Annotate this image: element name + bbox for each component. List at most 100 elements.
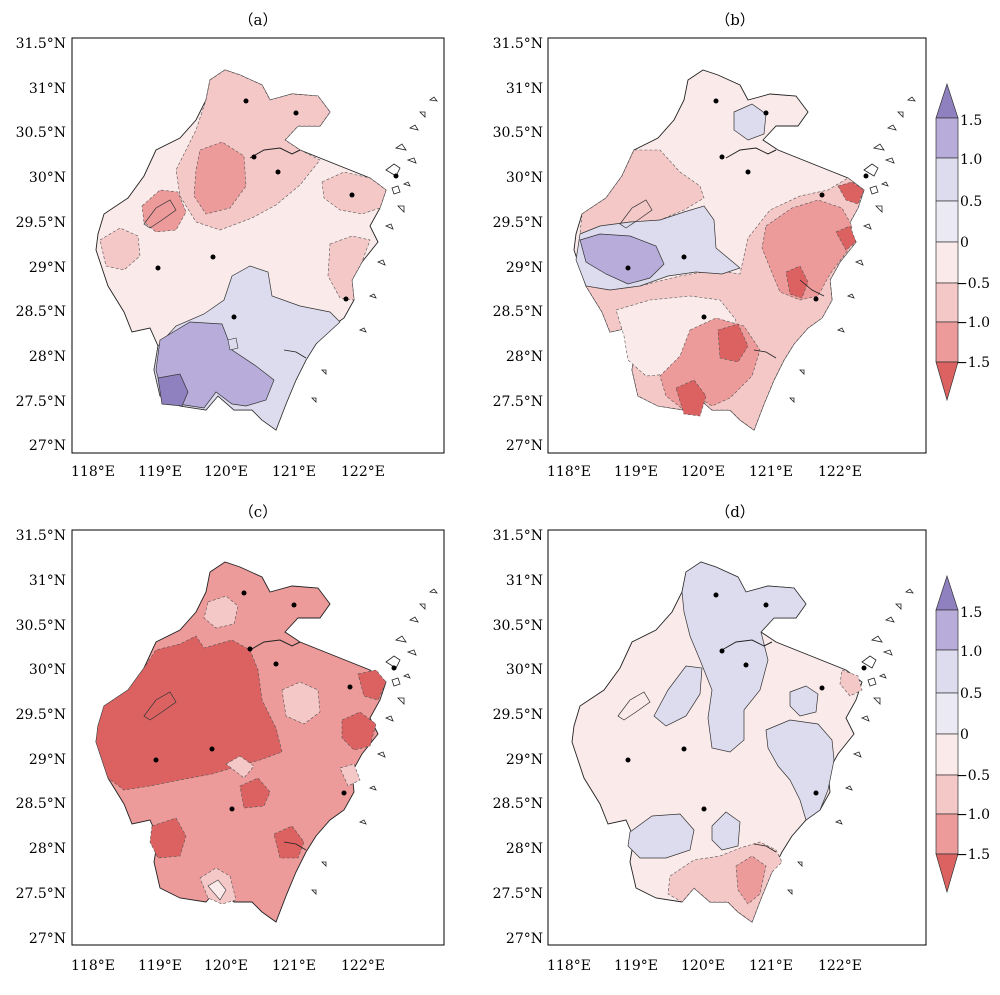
- lon-tick-label: 120°E: [681, 464, 725, 480]
- city-dot: [861, 665, 867, 671]
- region-b-dark-coast-2: [835, 225, 857, 251]
- lon-tick-label: 118°E: [547, 958, 591, 974]
- lon-tick-label: 118°E: [71, 464, 115, 480]
- region-c-pink-hole-center: [225, 755, 255, 779]
- city-dot: [719, 154, 725, 160]
- lon-tick-label: 118°E: [71, 958, 115, 974]
- colorbar-label: −0.5: [956, 276, 990, 292]
- islands: [789, 96, 916, 403]
- city-dot: [231, 314, 237, 320]
- panel-a-title: （a）: [239, 11, 278, 29]
- city-dot: [393, 173, 399, 179]
- lat-tick-label: 28.5°N: [493, 796, 543, 812]
- panel-c: （c）: [16, 503, 445, 974]
- city-dot: [813, 296, 819, 302]
- city-dot: [293, 110, 299, 116]
- lon-tick-label: 120°E: [681, 958, 725, 974]
- lat-tick-label: 31.5°N: [16, 528, 66, 544]
- region-c-light-ne: [281, 681, 321, 725]
- city-dot: [713, 98, 719, 104]
- colorbar-segment: [935, 733, 959, 776]
- city-dot: [701, 314, 707, 320]
- colorbar-label: 0: [960, 727, 969, 743]
- city-dot: [229, 806, 235, 812]
- panel-d-map: [571, 561, 914, 923]
- lon-tick-label: 122°E: [341, 958, 385, 974]
- colorbar-segment: [935, 609, 959, 651]
- city-dot: [713, 592, 719, 598]
- city-dot: [341, 790, 347, 796]
- lake: [143, 199, 177, 229]
- colorbar-label: 1.5: [960, 113, 982, 129]
- river-ou: [283, 349, 307, 359]
- lon-tick-label: 121°E: [749, 958, 793, 974]
- city-dot: [343, 296, 349, 302]
- river-ou: [283, 841, 307, 851]
- colorbar-top: 1.5 1.0 0.5 0 −0.5 −1.0 −1.5: [935, 82, 990, 402]
- city-dot: [763, 110, 769, 116]
- city-dot: [681, 254, 687, 260]
- city-dot: [681, 746, 687, 752]
- panel-d: （d）: [493, 503, 927, 974]
- lat-tick-label: 29°N: [506, 260, 543, 276]
- lat-tick-label: 30.5°N: [16, 125, 66, 141]
- lat-tick-label: 30°N: [29, 170, 66, 186]
- city-dot: [625, 265, 631, 271]
- region-c-dark-center: [239, 777, 271, 809]
- lon-tick-label: 119°E: [138, 464, 182, 480]
- colorbar-segment: [935, 649, 959, 694]
- city-dots: [625, 98, 869, 320]
- lat-tick-label: 30°N: [506, 662, 543, 678]
- lat-tick-label: 27.5°N: [493, 886, 543, 902]
- lat-tick-label: 30°N: [506, 170, 543, 186]
- lat-tick-label: 30°N: [29, 662, 66, 678]
- lat-tick-label: 28.5°N: [16, 796, 66, 812]
- lake: [619, 199, 653, 229]
- colorbar-bottom-arrow-low: [935, 853, 959, 894]
- region-a-blue-hole: [227, 337, 239, 351]
- region-a-pink-se: [327, 235, 371, 301]
- city-dot: [153, 757, 159, 763]
- city-dot: [210, 254, 216, 260]
- colorbar-label: −1.0: [956, 315, 990, 331]
- colorbar-segment: [935, 321, 959, 363]
- lat-tick-label: 27°N: [506, 931, 543, 947]
- islands: [787, 588, 914, 895]
- panel-a-lon-axis: 118°E 119°E 120°E 121°E 122°E: [71, 464, 385, 480]
- lon-tick-label: 121°E: [272, 958, 316, 974]
- colorbar-segment: [935, 200, 959, 243]
- lat-tick-label: 29.5°N: [16, 707, 66, 723]
- city-dots: [153, 590, 397, 812]
- region-d-blue-sw: [627, 813, 695, 859]
- city-dot: [243, 98, 249, 104]
- colorbar-top-arrow-high: [935, 82, 959, 119]
- region-b-lilac: [579, 233, 665, 285]
- lat-tick-label: 29°N: [506, 752, 543, 768]
- lat-tick-label: 31°N: [29, 81, 66, 97]
- city-dot: [291, 602, 297, 608]
- colorbar-label: −1.0: [956, 807, 990, 823]
- river-estuary: [249, 147, 301, 159]
- colorbar-label: −1.5: [956, 355, 990, 371]
- panel-b-title: （b）: [715, 11, 755, 29]
- city-dot: [241, 590, 247, 596]
- lon-tick-label: 122°E: [341, 464, 385, 480]
- region-b-dark-south: [717, 323, 749, 363]
- region-b-mid-east: [761, 199, 853, 301]
- panel-a-lat-axis: 31.5°N 31°N 30.5°N 30°N 29.5°N 29°N 28.5…: [16, 36, 66, 454]
- region-c-dark-east-coast-2: [341, 711, 377, 751]
- lat-tick-label: 28°N: [506, 349, 543, 365]
- river-ling: [799, 279, 825, 297]
- lon-tick-label: 120°E: [204, 464, 248, 480]
- region-b-dark-east: [785, 265, 809, 299]
- lat-tick-label: 29°N: [29, 752, 66, 768]
- lon-tick-label: 122°E: [818, 464, 862, 480]
- panel-d-lon-axis: 118°E 119°E 120°E 121°E 122°E: [547, 958, 862, 974]
- city-dot: [701, 806, 707, 812]
- river-estuary: [721, 639, 773, 651]
- region-c-pale-south: [207, 879, 227, 901]
- panel-a-map: [95, 69, 438, 431]
- region-d-pink-coast: [839, 669, 863, 697]
- region-c-dark-east-coast: [357, 669, 387, 701]
- lat-tick-label: 29.5°N: [493, 707, 543, 723]
